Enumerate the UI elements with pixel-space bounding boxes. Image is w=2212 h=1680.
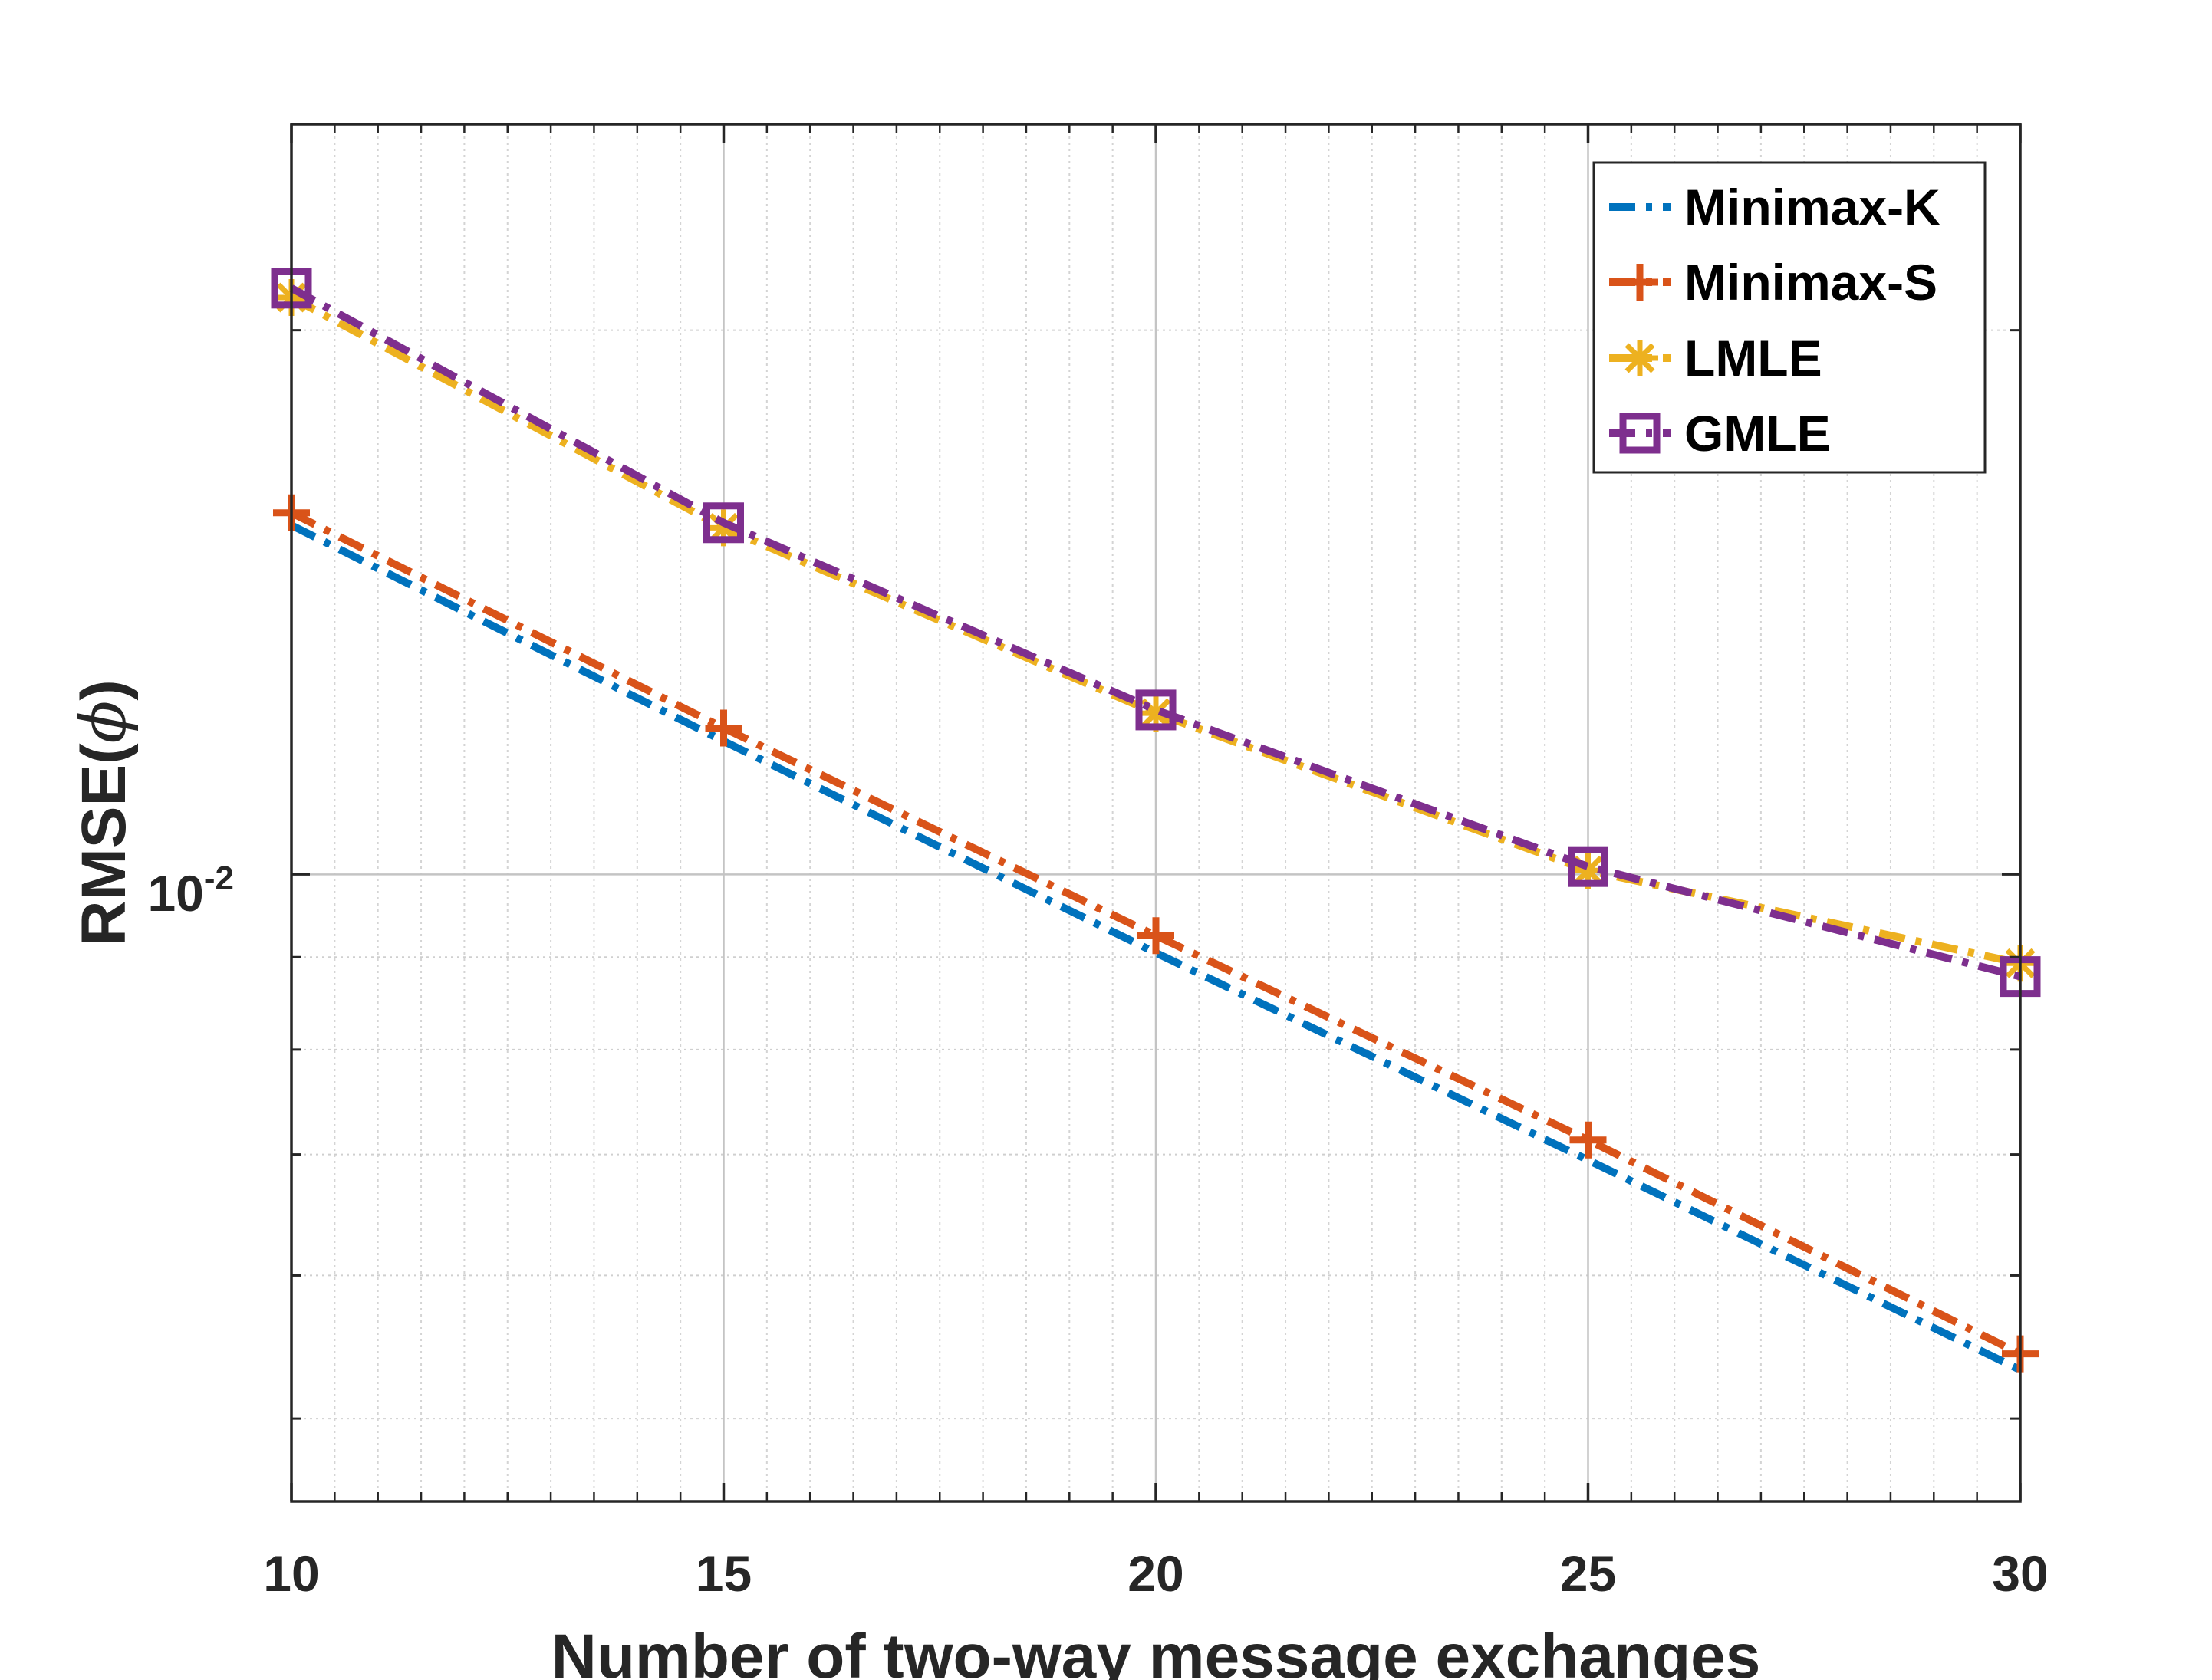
x-tick-label: 20 [1127, 1545, 1183, 1602]
legend-marker [1621, 340, 1658, 376]
major-grid [291, 124, 2020, 1501]
legend-label: GMLE [1684, 405, 1831, 462]
y-tick-exponent: -2 [204, 860, 234, 897]
data-point [1137, 917, 1174, 955]
data-point [1568, 846, 1608, 887]
data-point [705, 709, 742, 747]
marker-asterisk-stroke [1141, 698, 1171, 728]
x-tick-label: 25 [1560, 1545, 1616, 1602]
y-axis-label: RMSE(ϕ) [67, 679, 140, 945]
x-axis-label: Number of two-way message exchanges [551, 1622, 1761, 1680]
axis-ticks [290, 124, 2022, 1501]
marker-asterisk-stroke [1624, 343, 1655, 373]
y-tick-label: 10-2 [147, 860, 234, 922]
legend-marker [1621, 264, 1658, 301]
y-tick-base: 10 [147, 865, 203, 922]
legend-label: Minimax-K [1684, 179, 1940, 235]
x-tick-label: 30 [1992, 1545, 2048, 1602]
legend-entries: Minimax-K Minimax-S LMLE GMLE [1609, 179, 1940, 462]
marker-asterisk-stroke [1573, 855, 1603, 886]
legend: Minimax-K Minimax-S LMLE GMLE [1592, 161, 1987, 474]
legend-label: Minimax-S [1684, 254, 1937, 311]
minor-grid [291, 124, 2020, 1501]
series-line [289, 284, 2022, 981]
x-tick-label: 10 [263, 1545, 319, 1602]
legend-marker [1619, 413, 1661, 454]
legend-entry-gmle: GMLE [1609, 405, 1831, 462]
legend-entry-lmle: LMLE [1609, 330, 1822, 386]
y-axis-label-close: ) [69, 679, 139, 700]
x-tick-labels: 10 15 20 25 30 [263, 1545, 2048, 1602]
data-point [703, 502, 744, 544]
legend-label: LMLE [1684, 330, 1822, 386]
legend-entry-minimax-k: Minimax-K [1609, 179, 1940, 235]
legend-entry-minimax-s: Minimax-S [1609, 254, 1937, 311]
x-tick-label: 15 [696, 1545, 752, 1602]
y-axis-label-text: RMSE( [69, 743, 139, 946]
data-point [1135, 689, 1177, 731]
y-axis-label-symbol: ϕ [67, 701, 140, 744]
data-point [1569, 1121, 1607, 1159]
